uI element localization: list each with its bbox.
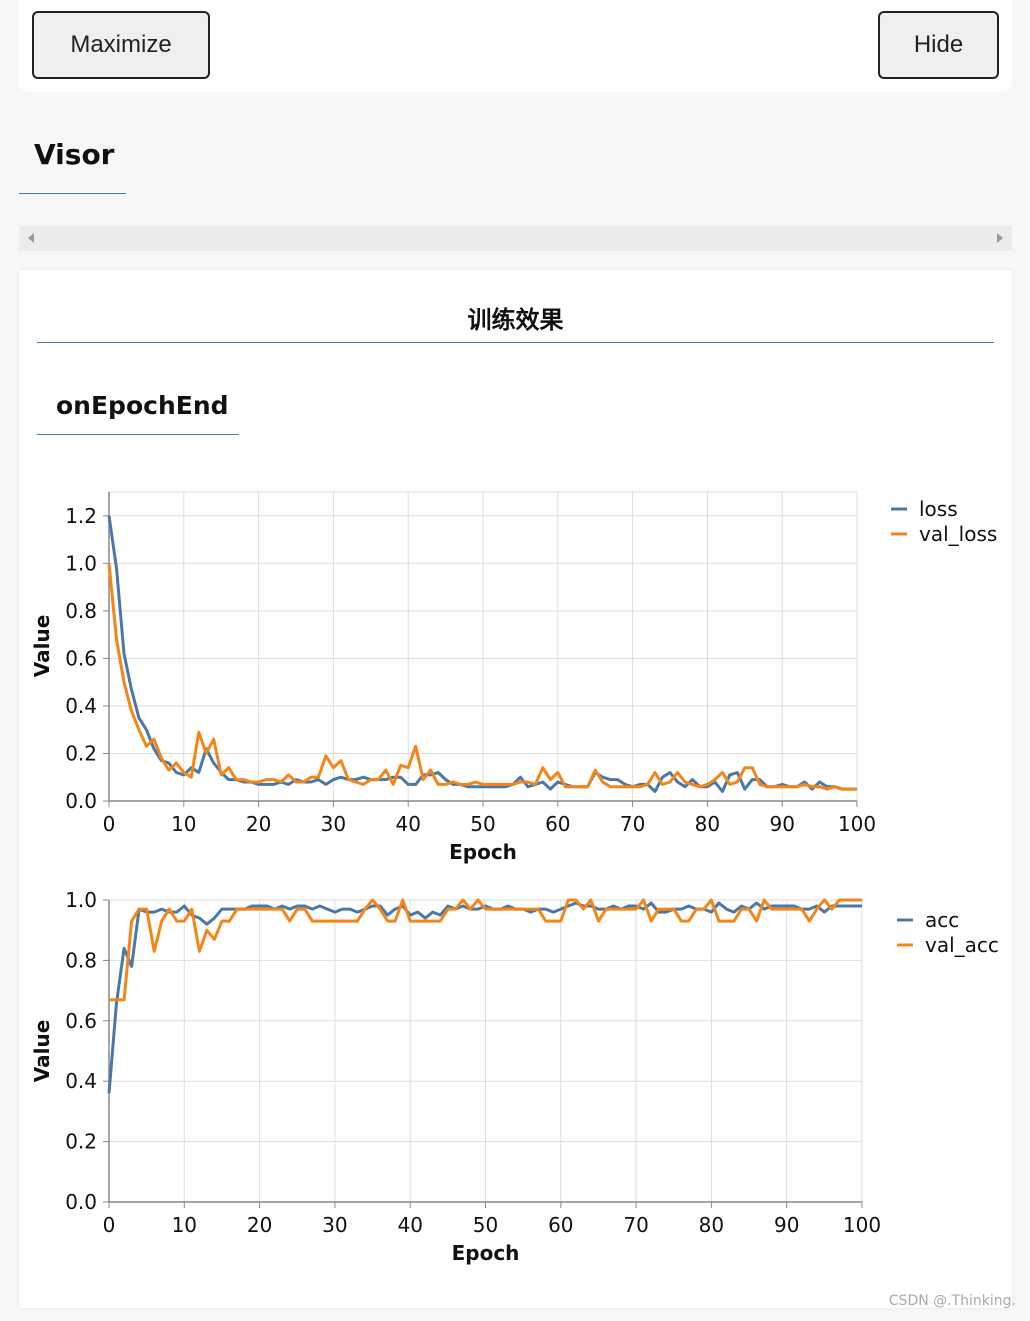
y-tick-label: 0.8 (65, 948, 97, 972)
y-tick-label: 0.0 (65, 1190, 97, 1214)
x-tick-label: 90 (774, 1213, 799, 1237)
visor-title: Visor (34, 138, 115, 171)
legend-label: val_loss (919, 522, 997, 546)
x-tick-label: 30 (321, 812, 346, 836)
section-title-underline (37, 434, 239, 435)
y-axis-title: Value (30, 1020, 54, 1083)
x-tick-label: 100 (843, 1213, 881, 1237)
y-tick-label: 1.2 (65, 504, 97, 528)
x-tick-label: 50 (470, 812, 495, 836)
series-line-val-loss (107, 563, 857, 791)
legend-label: acc (925, 908, 959, 932)
hide-button[interactable]: Hide (878, 11, 999, 79)
x-tick-label: 60 (548, 1213, 573, 1237)
x-tick-label: 90 (769, 812, 794, 836)
x-tick-label: 10 (172, 1213, 197, 1237)
y-tick-label: 1.0 (65, 888, 97, 912)
scroll-right-arrow-icon[interactable] (997, 233, 1003, 243)
legend-label: val_acc (925, 933, 999, 957)
x-tick-label: 100 (838, 812, 876, 836)
x-tick-label: 50 (473, 1213, 498, 1237)
x-tick-label: 80 (699, 1213, 724, 1237)
visor-tab-underline (19, 193, 126, 194)
y-tick-label: 0.4 (65, 1069, 97, 1093)
x-tick-label: 70 (623, 1213, 648, 1237)
x-tick-label: 0 (103, 812, 116, 836)
y-axis-title: Value (30, 615, 54, 678)
chart-grid (108, 491, 858, 802)
y-tick-label: 0.0 (65, 789, 97, 813)
y-tick-label: 0.8 (65, 599, 97, 623)
top-toolbar: Maximize Hide (19, 0, 1012, 92)
y-tick-label: 1.0 (65, 551, 97, 575)
x-tick-label: 20 (247, 1213, 272, 1237)
y-tick-label: 0.6 (65, 646, 97, 670)
x-tick-label: 80 (695, 812, 720, 836)
section-title: onEpochEnd (56, 391, 229, 420)
watermark: CSDN @.Thinking. (888, 1293, 1016, 1309)
scroll-left-arrow-icon[interactable] (28, 233, 34, 243)
series-line-acc (107, 901, 862, 1094)
y-tick-label: 0.2 (65, 1130, 97, 1154)
loss-chart: 0 10 20 30 40 50 60 70 80 90 100 0.0 0.2 0.4 0.6 0.8 1.0… (30, 491, 997, 864)
visor-panel: 训练效果 onEpochEnd 0 10 20 30 40 50 60 70 80 90 100 0.… (19, 270, 1012, 1308)
legend-label: loss (919, 497, 958, 521)
x-tick-label: 0 (103, 1213, 116, 1237)
x-tick-label: 40 (395, 812, 420, 836)
y-tick-label: 0.4 (65, 694, 97, 718)
series-line-val-acc (109, 898, 862, 1002)
x-tick-label: 70 (620, 812, 645, 836)
panel-title-divider (37, 342, 994, 343)
horizontal-scrollbar[interactable] (19, 226, 1012, 251)
x-tick-label: 40 (397, 1213, 422, 1237)
maximize-button[interactable]: Maximize (32, 11, 210, 79)
x-axis-title: Epoch (449, 840, 517, 864)
y-tick-label: 0.6 (65, 1009, 97, 1033)
x-tick-label: 10 (171, 812, 196, 836)
panel-title: 训练效果 (467, 306, 564, 334)
x-tick-label: 60 (545, 812, 570, 836)
accuracy-chart: 0 10 20 30 40 50 60 70 80 90 100 0.0 0.2 0.4 0.6 0.8 1.0… (30, 888, 999, 1265)
series-line-loss (107, 515, 857, 793)
x-axis-title: Epoch (452, 1241, 520, 1265)
chart-grid (108, 899, 863, 1203)
y-tick-label: 0.2 (65, 741, 97, 765)
x-tick-label: 20 (246, 812, 271, 836)
x-tick-label: 30 (322, 1213, 347, 1237)
